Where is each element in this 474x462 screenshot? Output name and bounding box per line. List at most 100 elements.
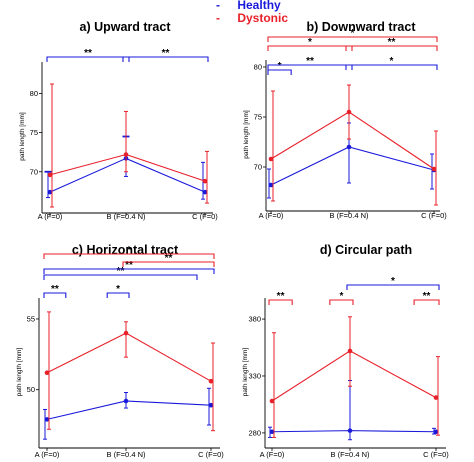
x-tick-label: B (F=0.4 N) (107, 212, 146, 221)
data-point (44, 370, 50, 376)
data-point (347, 428, 353, 433)
significance-bracket: ** (345, 37, 438, 51)
series-line (46, 332, 212, 382)
data-point (268, 182, 274, 188)
series-line (46, 400, 212, 420)
data-point (433, 395, 439, 400)
significance-label: * (351, 28, 355, 39)
y-tick-label: 55 (27, 314, 35, 323)
bracket-line (43, 253, 215, 259)
significance-bracket: ** (46, 48, 130, 62)
y-axis-label: path length [mm] (16, 348, 23, 397)
x-tick-label: A (F=0) (35, 450, 60, 459)
bracket-line (346, 284, 440, 290)
bracket-line (267, 36, 438, 42)
data-point (208, 402, 214, 408)
x-tick-label: B (F=0.4 N) (330, 211, 369, 220)
significance-bracket: * (43, 245, 215, 259)
data-point (47, 189, 53, 195)
significance-label: * (390, 56, 394, 67)
y-tick-label: 80 (254, 63, 262, 72)
data-point (208, 378, 214, 384)
data-point (346, 109, 352, 115)
bracket-line (43, 268, 215, 274)
significance-label: ** (277, 291, 285, 302)
y-tick-label: 75 (30, 128, 38, 137)
y-tick-label: 70 (254, 163, 262, 172)
series-dystonic (44, 311, 215, 432)
legend-dash: - (216, 0, 220, 12)
significance-label: * (308, 37, 312, 48)
bracket-line (268, 299, 293, 305)
data-point (44, 417, 50, 422)
x-tick-label: A (F=0) (259, 211, 284, 220)
series-healthy (267, 122, 437, 199)
significance-bracket: ** (122, 253, 215, 267)
bracket-line (413, 299, 440, 305)
bracket-line (122, 56, 209, 62)
significance-bracket: * (267, 61, 292, 75)
y-axis-label: path length [mm] (19, 112, 26, 161)
chart-panel-3: c) Horizontal tract 50 55 path length [mm] A… (16, 243, 224, 459)
data-point (431, 166, 437, 172)
panel-title: b) Downward tract (306, 20, 416, 34)
panel-title: c) Horizontal tract (72, 243, 179, 257)
significance-bracket: * (106, 284, 130, 298)
x-tick-label: B (F=0.4 N) (107, 450, 146, 459)
significance-label: * (116, 284, 120, 295)
significance-label: * (127, 245, 131, 256)
significance-bracket: * (267, 28, 438, 42)
significance-bracket: * (267, 37, 353, 51)
y-tick-label: 280 (248, 428, 261, 437)
data-point (202, 189, 208, 195)
chart-panel-4: d) Circular path 280 330 380 path length [mm… (242, 243, 449, 459)
y-tick-label: 80 (30, 89, 38, 98)
bracket-line (267, 69, 292, 75)
series-dystonic (269, 316, 440, 438)
significance-bracket: ** (43, 266, 198, 280)
x-tick-label: C (F=0) (423, 450, 449, 459)
legend: - Healthy - Dystonic (216, 0, 288, 26)
bracket-line (46, 56, 130, 62)
data-point (47, 172, 53, 178)
data-point (123, 398, 129, 404)
data-point (123, 330, 129, 336)
panel-title: d) Circular path (320, 243, 412, 257)
data-point (347, 348, 353, 354)
significance-label: ** (51, 284, 59, 295)
chart-panel-2: b) Downward tract 70 75 80 path length [mm] A… (243, 20, 447, 220)
y-tick-label: 330 (248, 371, 261, 380)
significance-bracket: ** (43, 260, 215, 274)
y-tick-label: 50 (27, 385, 35, 394)
data-point (268, 156, 274, 162)
legend-label-dystonic: Dystonic (237, 11, 289, 25)
significance-label: ** (84, 48, 92, 59)
y-tick-label: 380 (248, 315, 261, 324)
series-line (271, 350, 437, 402)
data-point (346, 144, 352, 150)
bracket-line (345, 64, 438, 70)
significance-label: * (278, 61, 282, 72)
significance-bracket: ** (413, 291, 440, 305)
significance-bracket: * (329, 291, 354, 305)
data-point (269, 429, 275, 435)
significance-bracket: ** (267, 56, 353, 70)
series-dystonic (268, 84, 438, 206)
significance-bracket: * (345, 56, 438, 70)
significance-label: ** (423, 291, 431, 302)
panel-title: a) Upward tract (80, 20, 172, 34)
significance-label: * (391, 276, 395, 287)
data-point (269, 398, 275, 404)
significance-label: ** (162, 48, 170, 59)
legend-dash: - (216, 11, 220, 25)
x-tick-label: C (F=0) (192, 212, 218, 221)
y-axis-label: path length [mm] (242, 348, 249, 397)
series-dystonic (47, 83, 209, 208)
significance-bracket: ** (122, 48, 209, 62)
bracket-line (43, 292, 67, 298)
series-line (49, 157, 206, 193)
significance-label: ** (117, 266, 125, 277)
series-healthy (43, 387, 214, 440)
data-point (202, 178, 208, 184)
